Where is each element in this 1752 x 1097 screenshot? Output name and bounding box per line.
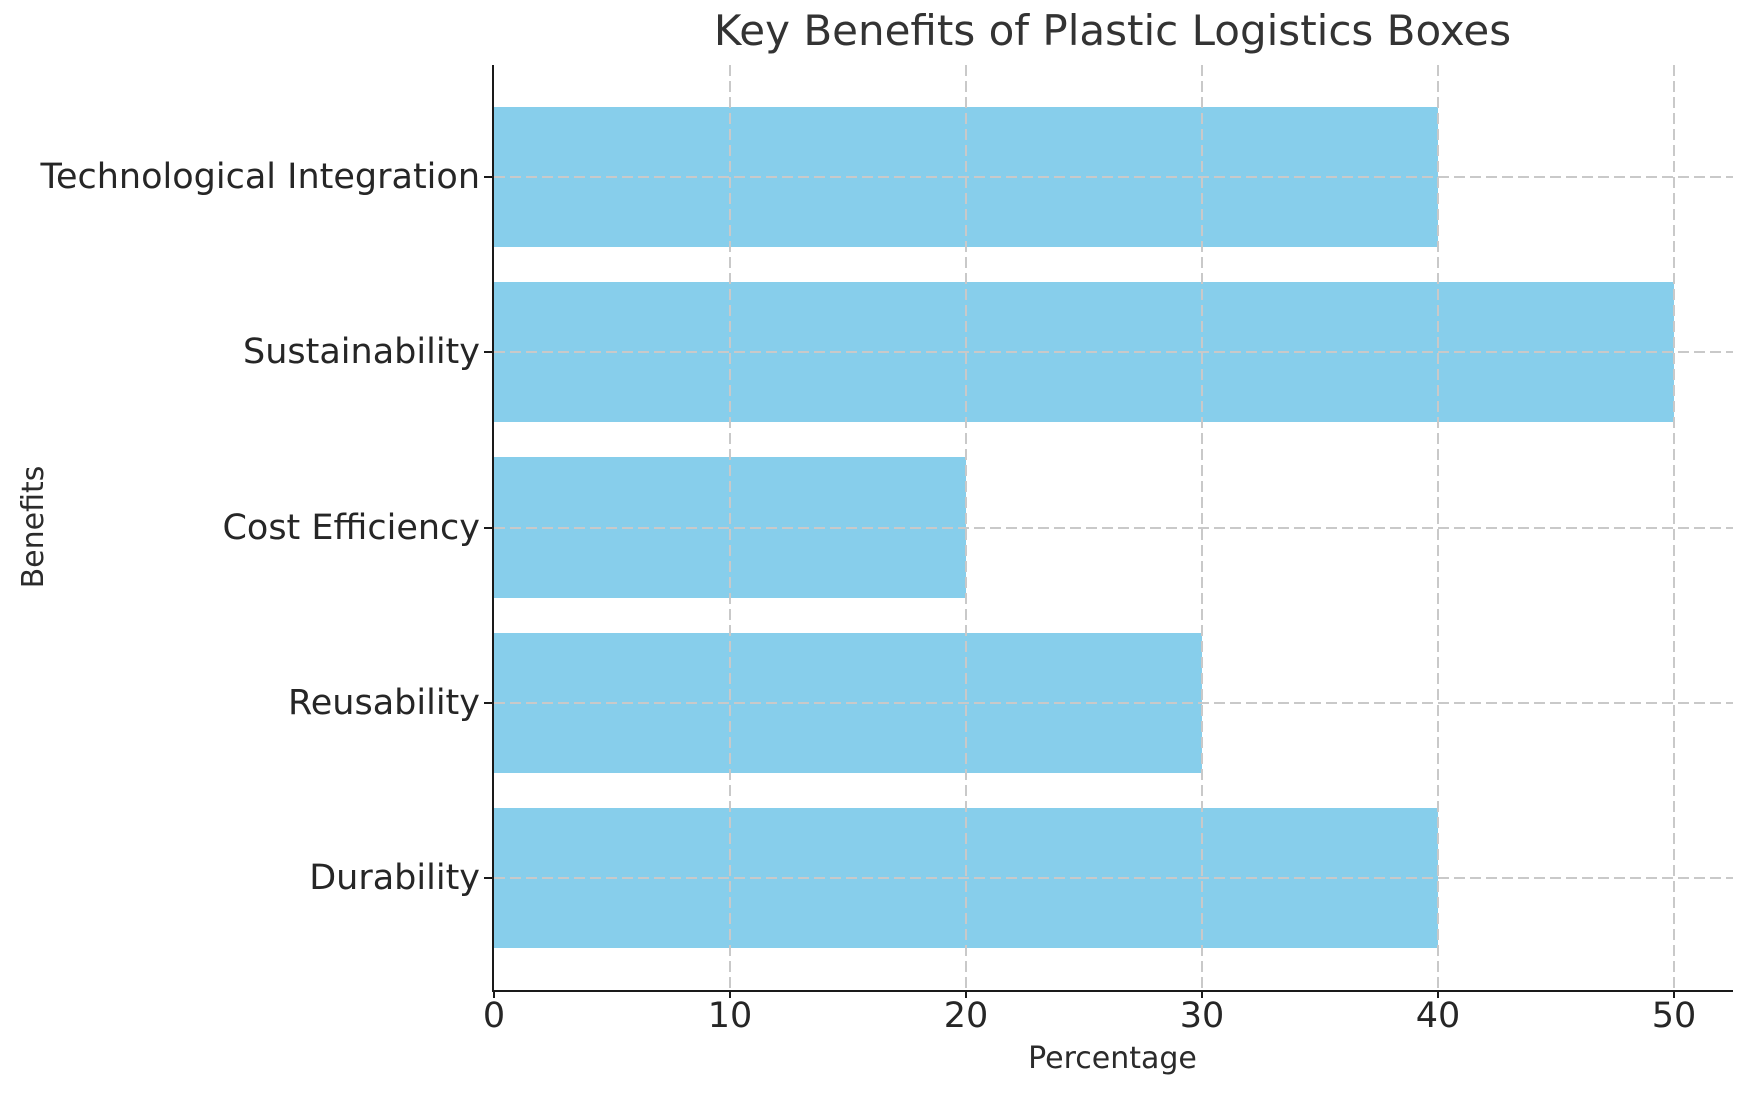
gridline-y-cost-efficiency	[494, 526, 1733, 529]
y-tick-label-sustainability: Sustainability	[243, 332, 480, 373]
x-tick-mark-30	[1201, 990, 1203, 998]
x-axis-label: Percentage	[1028, 1041, 1197, 1076]
y-tick-label-durability: Durability	[309, 857, 480, 898]
plot-area	[492, 65, 1733, 992]
x-tick-label-30: 30	[1179, 996, 1225, 1036]
x-tick-label-10: 10	[707, 996, 753, 1036]
x-tick-mark-40	[1437, 990, 1439, 998]
x-tick-mark-20	[965, 990, 967, 998]
x-tick-label-50: 50	[1651, 996, 1697, 1036]
gridline-y-sustainability	[494, 351, 1733, 354]
x-tick-label-0: 0	[482, 996, 506, 1036]
x-tick-mark-50	[1673, 990, 1675, 998]
x-tick-label-40: 40	[1415, 996, 1461, 1036]
y-tick-mark-durability	[484, 876, 492, 879]
x-tick-label-20: 20	[943, 996, 989, 1036]
y-tick-mark-cost-efficiency	[484, 526, 492, 529]
gridline-y-technological-integration	[494, 176, 1733, 179]
y-tick-label-reusability: Reusability	[288, 682, 480, 723]
y-tick-label-technological-integration: Technological Integration	[40, 157, 480, 198]
y-tick-label-cost-efficiency: Cost Efficiency	[222, 507, 480, 548]
gridline-y-reusability	[494, 701, 1733, 704]
y-tick-mark-reusability	[484, 701, 492, 704]
y-tick-mark-technological-integration	[484, 176, 492, 179]
y-tick-mark-sustainability	[484, 351, 492, 354]
gridline-y-durability	[494, 876, 1733, 879]
x-tick-mark-0	[493, 990, 495, 998]
x-tick-mark-10	[729, 990, 731, 998]
chart-title: Key Benefits of Plastic Logistics Boxes	[713, 6, 1512, 55]
